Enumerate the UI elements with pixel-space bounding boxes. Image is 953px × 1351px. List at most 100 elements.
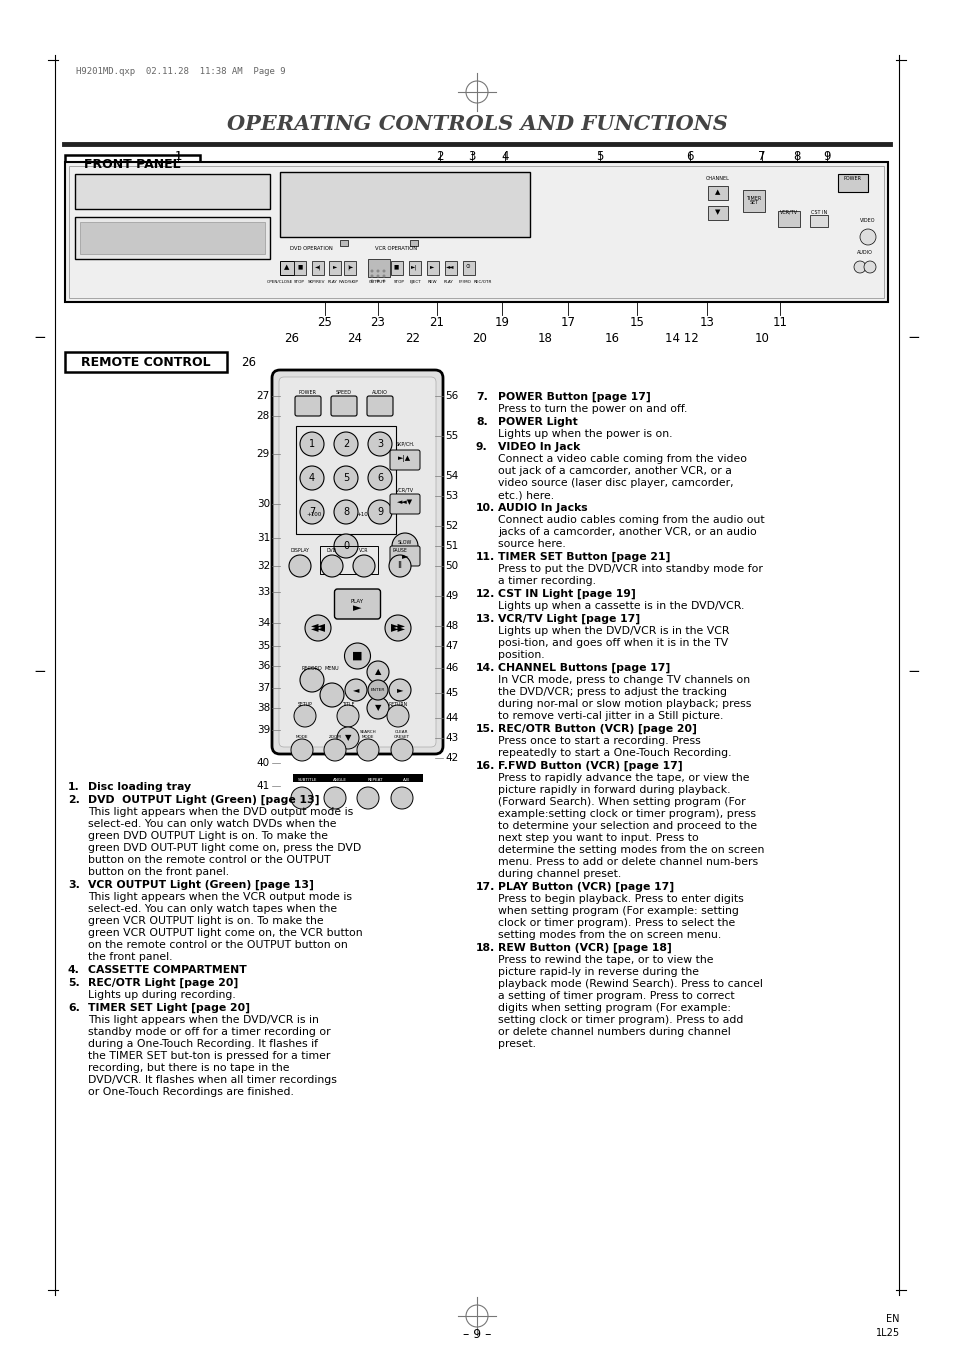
- Circle shape: [387, 705, 409, 727]
- Circle shape: [299, 500, 324, 524]
- Text: 5.: 5.: [68, 978, 80, 988]
- Circle shape: [367, 661, 389, 684]
- Text: green DVD OUTPUT Light is on. To make the: green DVD OUTPUT Light is on. To make th…: [88, 831, 328, 842]
- Text: 9.: 9.: [476, 442, 487, 453]
- Bar: [707, 186, 727, 200]
- Text: 13: 13: [699, 316, 714, 328]
- Text: 8: 8: [793, 150, 800, 163]
- Text: +100: +100: [306, 512, 321, 517]
- Text: 34: 34: [256, 617, 270, 628]
- Circle shape: [289, 555, 311, 577]
- Text: VIDEO In Jack: VIDEO In Jack: [497, 442, 579, 453]
- Circle shape: [299, 432, 324, 457]
- Text: −: −: [906, 665, 920, 680]
- Text: +10: +10: [355, 512, 368, 517]
- Text: 26: 26: [241, 355, 256, 369]
- Text: position.: position.: [497, 650, 544, 661]
- Text: 23: 23: [370, 316, 385, 328]
- Text: 38: 38: [256, 703, 270, 713]
- Text: during channel preset.: during channel preset.: [497, 869, 620, 880]
- Circle shape: [334, 466, 357, 490]
- Circle shape: [299, 667, 324, 692]
- Text: H9201MD.qxp  02.11.28  11:38 AM  Page 9: H9201MD.qxp 02.11.28 11:38 AM Page 9: [76, 68, 285, 77]
- Text: when setting program (For example: setting: when setting program (For example: setti…: [497, 907, 739, 916]
- Text: F.FWD Button (VCR) [page 17]: F.FWD Button (VCR) [page 17]: [497, 761, 682, 771]
- Text: green DVD OUT-PUT light come on, press the DVD: green DVD OUT-PUT light come on, press t…: [88, 843, 361, 852]
- Text: −: −: [906, 331, 920, 346]
- Circle shape: [324, 739, 346, 761]
- Text: 42: 42: [444, 753, 457, 763]
- Text: STOP: STOP: [394, 280, 404, 284]
- Text: VCR OPERATION: VCR OPERATION: [375, 246, 416, 251]
- Text: SETUP: SETUP: [297, 703, 312, 707]
- Text: 7.: 7.: [476, 392, 487, 403]
- Text: REC/OTR: REC/OTR: [474, 280, 492, 284]
- Bar: [339, 240, 348, 246]
- Text: ■: ■: [352, 651, 362, 661]
- Circle shape: [368, 680, 388, 700]
- Text: ►|: ►|: [411, 265, 416, 270]
- Text: ▲: ▲: [375, 667, 381, 677]
- Text: setting modes from the on screen menu.: setting modes from the on screen menu.: [497, 929, 720, 940]
- Text: button on the remote control or the OUTPUT: button on the remote control or the OUTP…: [88, 855, 331, 865]
- Circle shape: [324, 788, 346, 809]
- Text: 56: 56: [444, 390, 457, 401]
- Text: Press to rewind the tape, or to view the: Press to rewind the tape, or to view the: [497, 955, 713, 965]
- Circle shape: [334, 500, 357, 524]
- Text: 47: 47: [444, 640, 457, 651]
- Text: OPERATING CONTROLS AND FUNCTIONS: OPERATING CONTROLS AND FUNCTIONS: [226, 113, 727, 134]
- Text: 1: 1: [174, 150, 182, 163]
- Circle shape: [368, 466, 392, 490]
- Circle shape: [334, 534, 357, 558]
- Text: OUTPUT: OUTPUT: [368, 280, 385, 284]
- Text: ►►: ►►: [390, 623, 405, 634]
- Bar: [368, 259, 390, 277]
- Circle shape: [391, 788, 413, 809]
- Text: jacks of a camcorder, another VCR, or an audio: jacks of a camcorder, another VCR, or an…: [497, 527, 756, 536]
- Text: 15.: 15.: [476, 724, 495, 734]
- Text: ▼: ▼: [715, 209, 720, 215]
- Text: REC/OTR Button (VCR) [page 20]: REC/OTR Button (VCR) [page 20]: [497, 724, 696, 734]
- Text: VCR/TV: VCR/TV: [395, 486, 414, 492]
- Text: 4: 4: [500, 150, 508, 163]
- Text: next step you want to input. Press to: next step you want to input. Press to: [497, 834, 698, 843]
- Text: 6: 6: [685, 150, 693, 163]
- Text: ▲: ▲: [715, 189, 720, 195]
- Text: 2: 2: [342, 439, 349, 449]
- Text: to remove verti-cal jitter in a Still picture.: to remove verti-cal jitter in a Still pi…: [497, 711, 722, 721]
- Text: |►: |►: [347, 265, 353, 270]
- Text: DVD: DVD: [327, 549, 336, 553]
- Text: 17.: 17.: [476, 882, 495, 892]
- Bar: [809, 215, 827, 227]
- Text: 9: 9: [376, 507, 383, 517]
- Text: 4.: 4.: [68, 965, 80, 975]
- FancyBboxPatch shape: [390, 450, 419, 470]
- Text: PAUSE: PAUSE: [392, 549, 407, 553]
- Text: 6: 6: [376, 473, 383, 484]
- Text: 49: 49: [444, 590, 457, 601]
- Text: 55: 55: [444, 431, 457, 440]
- Text: AUDIO: AUDIO: [856, 250, 872, 255]
- Text: 26: 26: [284, 331, 299, 345]
- Text: green VCR OUTPUT light is on. To make the: green VCR OUTPUT light is on. To make th…: [88, 916, 323, 925]
- Bar: [295, 426, 395, 534]
- Text: ►: ►: [333, 265, 336, 269]
- Text: Press to begin playback. Press to enter digits: Press to begin playback. Press to enter …: [497, 894, 743, 904]
- Text: on the remote control or the OUTPUT button on: on the remote control or the OUTPUT butt…: [88, 940, 348, 950]
- Text: or One-Touch Recordings are finished.: or One-Touch Recordings are finished.: [88, 1088, 294, 1097]
- Bar: [280, 172, 530, 236]
- Text: −: −: [33, 331, 47, 346]
- Circle shape: [391, 739, 413, 761]
- Text: DVD/VCR. It flashes when all timer recordings: DVD/VCR. It flashes when all timer recor…: [88, 1075, 336, 1085]
- FancyBboxPatch shape: [331, 396, 356, 416]
- Text: 52: 52: [444, 521, 457, 531]
- Bar: [319, 546, 377, 574]
- Text: Lights up when a cassette is in the DVD/VCR.: Lights up when a cassette is in the DVD/…: [497, 601, 743, 611]
- Text: TIMER SET Button [page 21]: TIMER SET Button [page 21]: [497, 553, 670, 562]
- Circle shape: [291, 739, 313, 761]
- Text: video source (laser disc player, camcorder,: video source (laser disc player, camcord…: [497, 478, 733, 488]
- Text: 22: 22: [405, 331, 420, 345]
- Text: CST IN: CST IN: [810, 209, 826, 215]
- Circle shape: [370, 280, 374, 282]
- Text: etc.) here.: etc.) here.: [497, 490, 554, 500]
